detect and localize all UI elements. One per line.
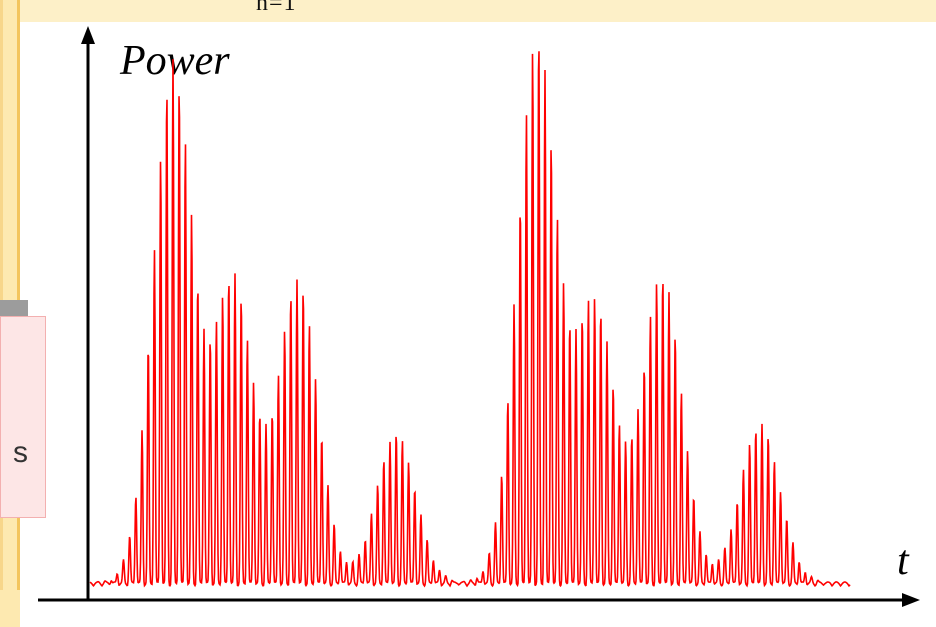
y-axis-arrowhead <box>81 26 95 44</box>
border-stripe-outer <box>0 0 3 590</box>
power-series-line <box>89 51 851 588</box>
x-axis-label: t <box>897 538 910 584</box>
x-axis-arrowhead <box>902 593 920 607</box>
y-axis-label: Power <box>119 38 230 84</box>
formula-fragment: n=1 <box>256 0 297 16</box>
border-stripe-inner <box>17 0 20 590</box>
top-banner <box>0 0 936 22</box>
pink-text-box <box>0 316 46 518</box>
pink-box-text: s <box>13 436 28 469</box>
power-series <box>89 51 851 588</box>
grey-marker <box>0 300 28 318</box>
